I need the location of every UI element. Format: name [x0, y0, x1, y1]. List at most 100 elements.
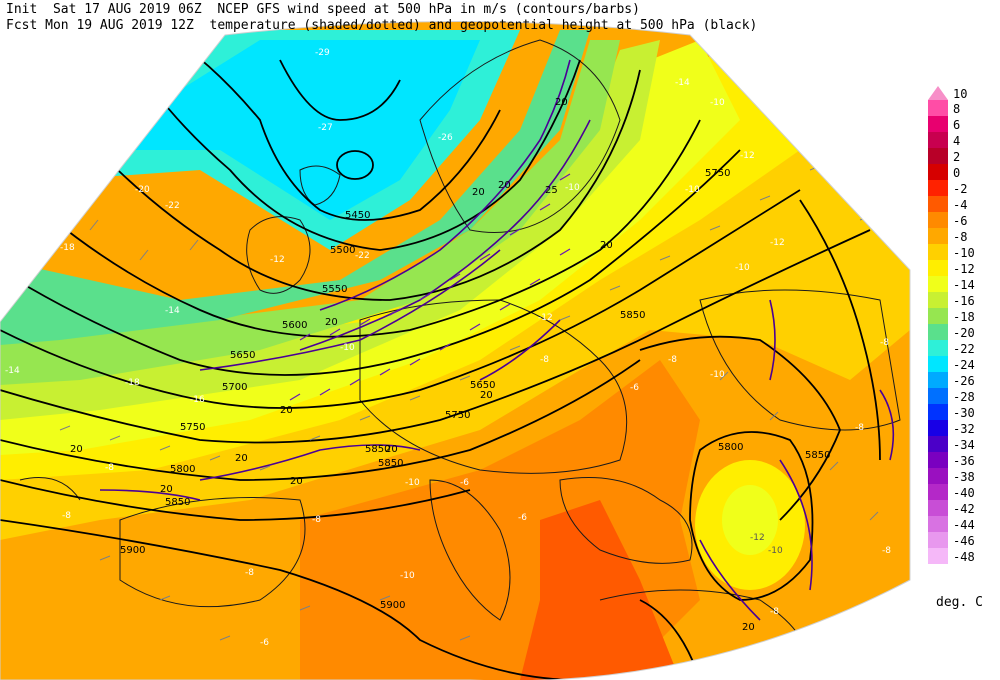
- height-label: 5850: [165, 497, 190, 508]
- legend-label: -28: [953, 390, 975, 404]
- temp-zone-minus4: [520, 500, 680, 680]
- legend-entry: -34: [928, 436, 998, 452]
- temperature-legend: 10 8 6 4 2 0 -2 -4 -6 -8 -10 -12 -14 -16 -18 -20 -22 -24…: [928, 86, 998, 578]
- legend-label: -48: [953, 550, 975, 564]
- temp-label: -10: [405, 478, 420, 488]
- legend-entry: 4: [928, 132, 998, 148]
- legend-entry: -16: [928, 292, 998, 308]
- height-label: 5800: [170, 464, 195, 475]
- temp-label: -10: [565, 183, 580, 193]
- legend-label: -4: [953, 198, 968, 212]
- temp-zone-minus24: [130, 40, 480, 220]
- wind-label: 25: [545, 185, 558, 196]
- legend-label: 0: [953, 166, 961, 180]
- legend-entry: 6: [928, 116, 998, 132]
- legend-entry: -18: [928, 308, 998, 324]
- temp-zone-minus16: [0, 40, 660, 420]
- temp-label: -10: [340, 343, 355, 353]
- temp-label: -14: [5, 366, 20, 376]
- height-label: 5850: [620, 310, 645, 321]
- legend-entry: -10: [928, 244, 998, 260]
- legend-entry: -44: [928, 516, 998, 532]
- legend-swatch: [928, 180, 948, 196]
- legend-label: -46: [953, 534, 975, 548]
- legend-entry: -8: [928, 228, 998, 244]
- legend-label: -24: [953, 358, 975, 372]
- legend-swatch: [928, 372, 948, 388]
- legend-label: -14: [953, 278, 975, 292]
- temp-label: -29: [315, 48, 330, 58]
- legend-swatch: [928, 404, 948, 420]
- temp-label: -6: [630, 383, 639, 393]
- temp-label: -10: [735, 263, 750, 273]
- temp-label: -8: [62, 511, 71, 521]
- legend-swatch: [928, 196, 948, 212]
- legend-entry: -32: [928, 420, 998, 436]
- height-label: 5850: [365, 444, 390, 455]
- temp-label: -6: [518, 513, 527, 523]
- wind-contours: [99, 59, 895, 621]
- height-label: 5600: [282, 320, 307, 331]
- legend-swatch: [928, 164, 948, 180]
- legend-entry: -36: [928, 452, 998, 468]
- temp-label: -12: [770, 238, 785, 248]
- height-label: 5900: [120, 545, 145, 556]
- wind-label: 20: [325, 317, 338, 328]
- temp-label: -8: [105, 463, 114, 473]
- legend-label: -44: [953, 518, 975, 532]
- legend-entry: -38: [928, 468, 998, 484]
- legend-swatch: [928, 132, 948, 148]
- legend-swatch: [928, 436, 948, 452]
- legend-label: -20: [953, 326, 975, 340]
- legend-swatch: [928, 452, 948, 468]
- height-label: 5750: [180, 422, 205, 433]
- temp-label: -18: [60, 243, 75, 253]
- legend-label: 2: [953, 150, 961, 164]
- legend-label: -10: [953, 246, 975, 260]
- height-label: 5500: [330, 245, 355, 256]
- legend-unit-label: deg. C: [936, 595, 983, 610]
- temp-zone-minus14: [0, 40, 740, 455]
- temp-label: -8: [770, 607, 779, 617]
- legend-swatch: [928, 516, 948, 532]
- legend-swatch: [928, 388, 948, 404]
- temp-label: -22: [165, 201, 180, 211]
- legend-swatch: [928, 292, 948, 308]
- wind-label: 20: [600, 240, 613, 251]
- legend-swatch: [928, 276, 948, 292]
- legend-label: 6: [953, 118, 961, 132]
- legend-swatch: [928, 484, 948, 500]
- legend-entry: -6: [928, 212, 998, 228]
- legend-entry: -28: [928, 388, 998, 404]
- temp-zone-east-cold-core: [722, 485, 778, 555]
- legend-swatch: [928, 500, 948, 516]
- temp-label: -22: [355, 251, 370, 261]
- legend-entry: -12: [928, 260, 998, 276]
- legend-entry: -26: [928, 372, 998, 388]
- legend-label: -6: [953, 214, 968, 228]
- legend-label: -8: [953, 230, 968, 244]
- temp-label: -12: [538, 313, 553, 323]
- legend-label: -40: [953, 486, 975, 500]
- height-label: 5850: [378, 458, 403, 469]
- legend-label: -22: [953, 342, 975, 356]
- temp-label: -20: [135, 185, 150, 195]
- legend-entry: -48: [928, 548, 998, 564]
- height-label: 5700: [222, 382, 247, 393]
- wind-barbs-strong: [289, 173, 571, 401]
- legend-label: -34: [953, 438, 975, 452]
- temp-label: -6: [260, 638, 269, 648]
- temp-label: -14: [165, 306, 180, 316]
- wind-label: 20: [70, 444, 83, 455]
- legend-entry: -42: [928, 500, 998, 516]
- legend-entry: 2: [928, 148, 998, 164]
- temp-label: -12: [270, 255, 285, 265]
- temp-label: -18: [125, 378, 140, 388]
- height-label: 5750: [705, 168, 730, 179]
- legend-label: -12: [953, 262, 975, 276]
- temp-label: -26: [438, 133, 453, 143]
- legend-arrow-icon: [928, 86, 948, 100]
- legend-entry: -46: [928, 532, 998, 548]
- legend-label: -32: [953, 422, 975, 436]
- legend-label: -2: [953, 182, 968, 196]
